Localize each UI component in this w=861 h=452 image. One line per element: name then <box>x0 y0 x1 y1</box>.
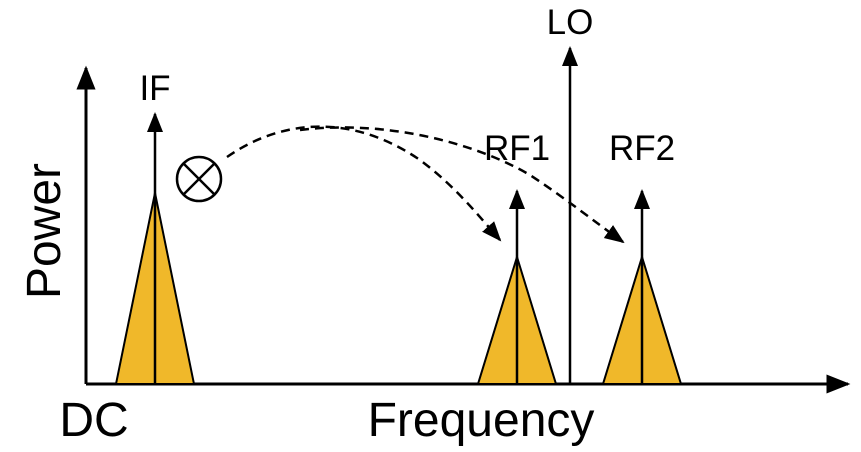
x-axis-label: Frequency <box>368 394 595 447</box>
origin-label: DC <box>59 394 128 447</box>
rf2-label: RF2 <box>609 129 675 168</box>
if-to-rf2-arrow <box>299 126 625 244</box>
rf2-peak <box>601 189 683 385</box>
lo-label: LO <box>547 3 594 42</box>
y-axis-label: Power <box>18 163 71 299</box>
rf1-label: RF1 <box>484 129 550 168</box>
if-peak <box>114 112 196 385</box>
rf1-peak <box>476 189 558 385</box>
if-label: IF <box>139 69 170 108</box>
if-to-rf1-arrow <box>226 125 502 242</box>
mixer-icon <box>175 155 223 203</box>
